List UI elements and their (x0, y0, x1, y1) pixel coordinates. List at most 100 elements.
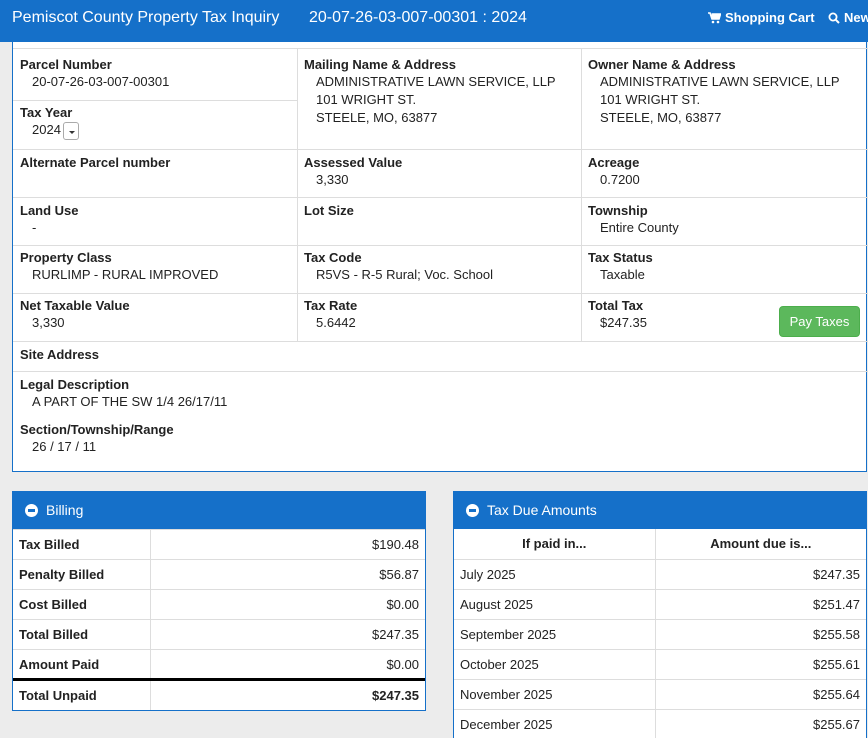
total-tax-cell: Total Tax $247.35 (581, 298, 761, 332)
billing-row: Cost Billed $0.00 (13, 589, 425, 620)
tax-due-row: September 2025 $255.58 (454, 618, 866, 649)
billing-row-value: $56.87 (150, 559, 425, 590)
caret-down-icon[interactable] (62, 121, 79, 140)
str-cell: Section/Township/Range 26 / 17 / 11 (13, 422, 868, 456)
mailing-name: ADMINISTRATIVE LAWN SERVICE, LLP (316, 74, 556, 89)
due-month: September 2025 (454, 618, 656, 649)
parcel-title: 20-07-26-03-007-00301 : 2024 (309, 9, 527, 26)
legal-description-value: A PART OF THE SW 1/4 26/17/11 (32, 394, 228, 409)
total-tax-value: $247.35 (600, 315, 647, 330)
minus-circle-icon[interactable] (25, 504, 38, 517)
mailing-street: 101 WRIGHT ST. (316, 92, 417, 107)
land-use-value: - (32, 220, 37, 235)
assessed-value-label: Assessed Value (304, 155, 403, 170)
billing-row-value: $0.00 (150, 589, 425, 620)
mailing-address-cell: Mailing Name & Address ADMINISTRATIVE LA… (297, 57, 581, 127)
assessed-value: 3,330 (316, 172, 349, 187)
total-tax-label: Total Tax (588, 298, 644, 313)
acreage-label: Acreage (588, 155, 640, 170)
net-taxable-value: 3,330 (32, 315, 65, 330)
due-month: July 2025 (454, 558, 656, 589)
tax-due-panel: Tax Due Amounts If paid in... Amount due… (453, 491, 867, 738)
billing-row-value: $190.48 (150, 529, 425, 560)
billing-title: Billing (46, 502, 84, 518)
billing-row-value: $247.35 (150, 678, 425, 710)
owner-address-cell: Owner Name & Address ADMINISTRATIVE LAWN… (581, 57, 868, 127)
billing-table: Tax Billed $190.48 Penalty Billed $56.87 Cos… (13, 529, 425, 710)
shopping-cart-label: Shopping Cart (725, 10, 815, 25)
due-col-month-header: If paid in... (454, 529, 656, 559)
tax-due-row: October 2025 $255.61 (454, 648, 866, 679)
owner-name: ADMINISTRATIVE LAWN SERVICE, LLP (600, 74, 840, 89)
due-amount: $255.67 (655, 708, 866, 738)
pay-taxes-button[interactable]: Pay Taxes (779, 306, 860, 337)
mailing-address-label: Mailing Name & Address (304, 57, 456, 72)
parcel-number-label: Parcel Number (20, 57, 112, 72)
property-class-value: RURLIMP - RURAL IMPROVED (32, 267, 219, 282)
tax-year-label: Tax Year (20, 105, 73, 120)
billing-row: Amount Paid $0.00 (13, 649, 425, 680)
billing-row-label: Amount Paid (13, 649, 151, 680)
billing-header[interactable]: Billing (13, 492, 425, 529)
billing-row: Total Unpaid $247.35 (13, 678, 425, 710)
billing-row-label: Total Billed (13, 619, 151, 650)
billing-row: Tax Billed $190.48 (13, 529, 425, 560)
site-address-label: Site Address (20, 347, 99, 362)
tax-due-row: August 2025 $251.47 (454, 588, 866, 619)
legal-description-label: Legal Description (20, 377, 130, 392)
billing-panel: Billing Tax Billed $190.48 Penalty Billed $… (12, 491, 426, 711)
tax-due-table: If paid in... Amount due is... July 2025… (454, 529, 866, 738)
owner-street: 101 WRIGHT ST. (600, 92, 701, 107)
tax-rate-label: Tax Rate (304, 298, 358, 313)
app-title[interactable]: Pemiscot County Property Tax Inquiry (12, 9, 280, 26)
due-amount: $251.47 (655, 588, 866, 619)
due-month: December 2025 (454, 708, 656, 738)
due-amount: $255.61 (655, 648, 866, 679)
parcel-details-grid: Parcel Number 20-07-26-03-007-00301 Tax … (13, 48, 868, 471)
tax-rate-value: 5.6442 (316, 315, 356, 330)
tax-rate-cell: Tax Rate 5.6442 (297, 298, 581, 332)
billing-row-value: $247.35 (150, 619, 425, 650)
land-use-cell: Land Use - (13, 203, 297, 237)
property-class-cell: Property Class RURLIMP - RURAL IMPROVED (13, 250, 297, 284)
due-amount: $255.58 (655, 618, 866, 649)
tax-due-title: Tax Due Amounts (487, 502, 597, 518)
legal-description-cell: Legal Description A PART OF THE SW 1/4 2… (13, 377, 868, 411)
tax-year-value: 2024 (32, 122, 61, 137)
land-use-label: Land Use (20, 203, 79, 218)
billing-row-value: $0.00 (150, 649, 425, 680)
owner-city: STEELE, MO, 63877 (600, 110, 722, 125)
alt-parcel-label: Alternate Parcel number (20, 155, 171, 170)
tax-due-header[interactable]: Tax Due Amounts (454, 492, 866, 529)
due-month: August 2025 (454, 588, 656, 619)
tax-code-value: R5VS - R-5 Rural; Voc. School (316, 267, 494, 282)
parcel-details-panel: Parcel Number 20-07-26-03-007-00301 Tax … (12, 42, 868, 472)
lot-size-cell: Lot Size (297, 203, 581, 219)
billing-row-label: Penalty Billed (13, 559, 151, 590)
tax-due-row: November 2025 $255.64 (454, 678, 866, 709)
acreage-value: 0.7200 (600, 172, 640, 187)
tax-status-cell: Tax Status Taxable (581, 250, 868, 284)
due-amount: $247.35 (655, 558, 866, 589)
township-cell: Township Entire County (581, 203, 868, 237)
minus-circle-icon[interactable] (466, 504, 479, 517)
cart-icon (708, 11, 721, 23)
str-label: Section/Township/Range (20, 422, 174, 437)
billing-row-label: Total Unpaid (13, 678, 151, 710)
net-taxable-cell: Net Taxable Value 3,330 (13, 298, 297, 332)
str-value: 26 / 17 / 11 (32, 439, 97, 454)
top-navbar: Pemiscot County Property Tax Inquiry 20-… (0, 0, 868, 42)
tax-year-select[interactable]: 2024 (20, 121, 290, 140)
shopping-cart-link[interactable]: Shopping Cart (708, 10, 815, 25)
parcel-number-value: 20-07-26-03-007-00301 (32, 74, 170, 89)
due-col-amount-header: Amount due is... (710, 536, 812, 552)
billing-row: Total Billed $247.35 (13, 619, 425, 650)
township-value: Entire County (600, 220, 679, 235)
alt-parcel-cell: Alternate Parcel number (13, 155, 297, 171)
tax-code-label: Tax Code (304, 250, 362, 265)
due-month: November 2025 (454, 678, 656, 709)
tax-year-cell: Tax Year 2024 (13, 105, 297, 140)
new-search-link[interactable]: New (828, 10, 868, 25)
assessed-value-cell: Assessed Value 3,330 (297, 155, 581, 189)
tax-code-cell: Tax Code R5VS - R-5 Rural; Voc. School (297, 250, 581, 284)
